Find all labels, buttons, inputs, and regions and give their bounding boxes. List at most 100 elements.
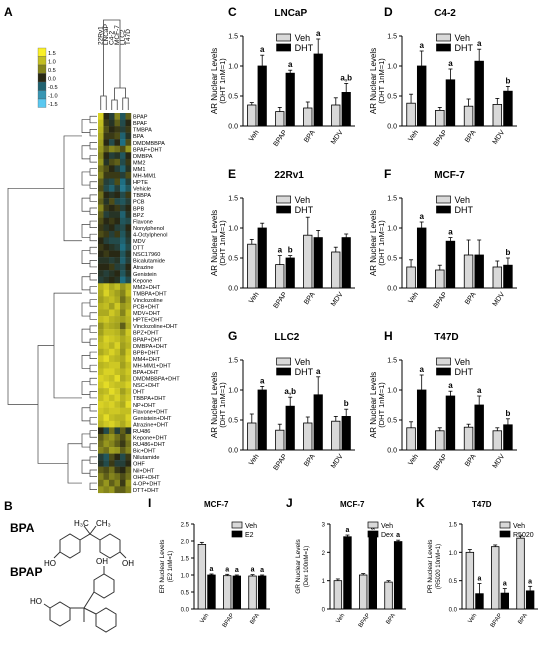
x-tick-label: Veh: [407, 291, 420, 305]
y-tick-label: 1.5: [387, 358, 397, 365]
bar-veh: [331, 420, 341, 451]
heatmap-column-label: 22Rv1: [98, 26, 105, 45]
y-tick-label: 0.5: [387, 256, 397, 263]
legend-swatch: [499, 530, 511, 538]
heatmap-cell: [103, 335, 110, 343]
x-tick-label: BPA: [249, 613, 261, 626]
heatmap-cell: [120, 335, 126, 343]
bar-dht: [445, 395, 456, 451]
legend-swatch: [276, 205, 291, 214]
heatmap-cell: [114, 401, 121, 408]
bar-veh: [435, 269, 445, 289]
heatmap-cell: [114, 158, 121, 166]
heatmap-cell: [120, 171, 126, 179]
heatmap-cell: [103, 224, 110, 232]
heatmap-cell: [103, 126, 110, 133]
heatmap-cell: [114, 407, 121, 415]
heatmap-row-label: RU486: [133, 429, 150, 435]
heatmap-cell: [109, 283, 115, 291]
heatmap-row-label: BPA+DHT: [133, 370, 159, 376]
heatmap-cell: [109, 132, 115, 140]
heatmap-cell: [103, 309, 110, 317]
panel-e: E 22Rv1 0.0 0.5 1.0 1.5 AR Nuclear Levels (DHT …: [210, 167, 355, 310]
x-tick-label: BPA: [464, 129, 478, 144]
y-axis-sublabel: (DHT 1nM=1): [218, 58, 227, 104]
heatmap-cell: [109, 407, 115, 415]
heatmap-cell: [114, 355, 121, 363]
heatmap-cell: [120, 178, 126, 186]
legend-swatch: [499, 521, 511, 529]
heatmap-cell: [125, 460, 132, 467]
significance-label: b: [288, 246, 293, 255]
bar-dht: [313, 394, 323, 451]
heatmap-cell: [109, 211, 115, 218]
heatmap-cell: [125, 335, 132, 343]
heatmap-cell: [125, 394, 132, 402]
heatmap-cell: [98, 322, 104, 330]
bar-dht: [257, 65, 267, 127]
x-tick-label: MDV: [330, 291, 345, 308]
legend-tick: 1.0: [48, 60, 56, 66]
heatmap-cell: [103, 132, 110, 140]
heatmap-cell: [125, 257, 132, 264]
heatmap-cell: [125, 152, 132, 160]
significance-label: a: [316, 29, 321, 38]
heatmap-cell: [114, 185, 121, 192]
heatmap-cell: [98, 126, 104, 133]
heatmap-cell: [125, 473, 132, 480]
heatmap-row-label: MM4+DHT: [133, 357, 161, 363]
heatmap-cell: [109, 119, 115, 127]
heatmap-cell: [120, 126, 126, 133]
heatmap-cell: [125, 322, 132, 330]
legend-label: Veh: [381, 523, 393, 530]
heatmap-cell: [103, 257, 110, 264]
heatmap-cell: [120, 263, 126, 271]
heatmap-cell: [114, 394, 121, 402]
heatmap-cell: [120, 270, 126, 277]
heatmap-cell: [103, 453, 110, 461]
heatmap-cell: [114, 460, 121, 467]
heatmap-row-label: HPTE: [133, 180, 148, 186]
heatmap-cell: [114, 361, 121, 369]
y-axis-sublabel: (DHT 1nM=1): [218, 220, 227, 266]
heatmap-cell: [109, 361, 115, 369]
heatmap-cell: [125, 342, 132, 349]
x-tick-label: Veh: [248, 129, 261, 143]
heatmap-row-label: DTT: [133, 246, 144, 252]
x-tick-label: Veh: [248, 453, 261, 467]
legend-label: DHT: [295, 205, 314, 215]
bpa-structure-label: BPA: [10, 521, 35, 535]
heatmap-cell: [114, 375, 121, 382]
heatmap-cell: [114, 250, 121, 258]
significance-label: b: [344, 399, 349, 408]
x-tick-label: Veh: [335, 613, 346, 625]
heatmap-cell: [114, 427, 121, 435]
bar-veh: [247, 104, 257, 127]
panel-g: G LLC2 0.0 0.5 1.0 1.5 AR Nuclear Levels (DHT 1…: [210, 329, 355, 472]
heatmap-cell: [98, 401, 104, 408]
heatmap-row-label: Nilutamide: [133, 455, 159, 461]
panel-label-C: C: [228, 5, 237, 19]
heatmap-cell: [98, 283, 104, 291]
heatmap-cell: [103, 250, 110, 258]
heatmap-cell: [114, 119, 121, 127]
heatmap-cell: [120, 230, 126, 238]
y-tick-label: 1.0: [387, 388, 397, 395]
y-tick-label: 0.0: [387, 286, 397, 293]
significance-label: a: [235, 567, 239, 574]
y-tick-label: 0.5: [228, 94, 238, 101]
x-tick-label: Veh: [407, 129, 420, 143]
heatmap-cell: [103, 322, 110, 330]
heatmap-cell: [98, 296, 104, 304]
heatmap-row-label: DTT+DHT: [133, 488, 159, 494]
legend-swatch: [436, 195, 451, 204]
y-tick-label: 1.5: [181, 557, 190, 563]
heatmap-row-label: Nil+DHT: [133, 468, 155, 474]
heatmap-cell: [120, 342, 126, 349]
heatmap-row-label: BPAF+DHT: [133, 147, 163, 153]
heatmap-cell: [103, 407, 110, 415]
heatmap-cell: [98, 316, 104, 323]
chart-title: MCF-7: [434, 170, 465, 181]
heatmap-cell: [114, 211, 121, 218]
heatmap-cell: [120, 191, 126, 199]
